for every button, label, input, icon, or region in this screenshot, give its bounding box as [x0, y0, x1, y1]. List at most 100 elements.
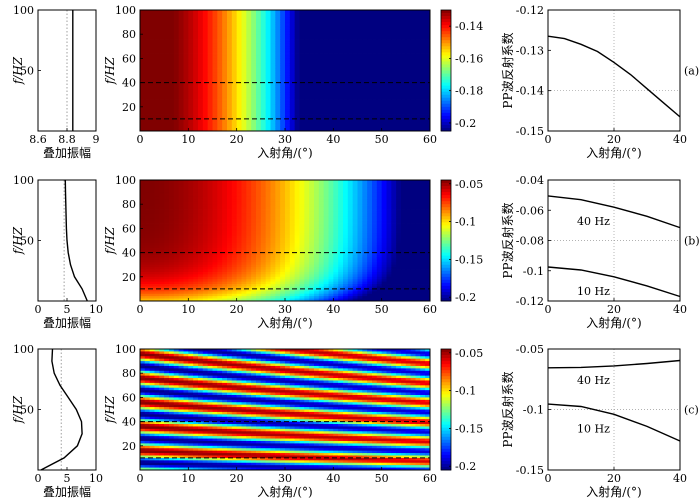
heatmap-cell	[260, 41, 267, 45]
heatmap-cell	[222, 41, 228, 45]
heatmap-cell	[222, 121, 228, 125]
heatmap-cell	[304, 77, 310, 81]
heatmap-cell	[343, 89, 349, 93]
heatmap-cell	[256, 211, 262, 215]
heatmap-cell	[357, 22, 363, 25]
heatmap-cell	[169, 259, 175, 263]
heatmap-cell	[256, 116, 262, 120]
heatmap-cell	[207, 114, 213, 117]
heatmap-cell	[251, 298, 257, 302]
heatmap-cell	[391, 114, 397, 117]
heatmap-cell	[183, 68, 189, 71]
heatmap-cell	[299, 262, 305, 266]
heatmap-cell	[294, 109, 300, 113]
heatmap-cell	[241, 238, 247, 241]
heatmap-cell	[415, 77, 421, 81]
heatmap-cell	[236, 221, 242, 224]
heatmap-cell	[236, 104, 242, 108]
heatmap-cell	[236, 22, 242, 25]
heatmap-cell	[396, 70, 402, 74]
heatmap-cell	[159, 99, 165, 103]
heatmap-cell	[391, 72, 397, 76]
heatmap-cell	[314, 255, 320, 258]
heatmap-cell	[164, 75, 170, 79]
heatmap-cell	[246, 230, 252, 234]
heatmap-cell	[173, 51, 180, 54]
colorbar-tick-label: -0.18	[455, 85, 483, 98]
heatmap-cell	[376, 128, 383, 132]
heatmap-cell	[410, 41, 416, 45]
heatmap-cell	[178, 259, 184, 263]
colorbar-segment	[441, 127, 451, 132]
heatmap-cell	[227, 291, 233, 295]
heatmap-cell	[231, 92, 238, 96]
heatmap-cell	[202, 291, 209, 295]
heatmap-cell	[401, 39, 407, 42]
heatmap-cell	[198, 12, 204, 16]
heatmap-cell	[154, 53, 160, 57]
heatmap-cell	[164, 281, 170, 285]
heatmap-cell	[251, 121, 257, 125]
heatmap-cell	[212, 99, 218, 103]
heatmap-cell	[318, 36, 325, 40]
heatmap-cell	[376, 26, 383, 30]
heatmap-cell	[236, 206, 242, 210]
heatmap-cell	[246, 216, 252, 220]
heatmap-cell	[236, 271, 242, 275]
heatmap-cell	[231, 189, 238, 193]
heatmap-cell	[401, 22, 407, 25]
heatmap-cell	[217, 85, 223, 88]
heatmap-cell	[169, 221, 175, 224]
heatmap-cell	[280, 128, 286, 132]
heatmap-cell	[188, 128, 194, 132]
heatmap-cell	[304, 187, 310, 191]
heatmap-cell	[289, 128, 296, 132]
heatmap-cell	[149, 216, 155, 220]
heatmap-cell	[241, 58, 247, 62]
heatmap-cell	[227, 114, 233, 117]
heatmap-cell	[328, 29, 334, 33]
heatmap-cell	[144, 92, 151, 96]
heatmap-cell	[415, 70, 421, 74]
heatmap-cell	[265, 209, 271, 212]
heatmap-cell	[396, 36, 402, 40]
heatmap-cell	[173, 123, 180, 127]
heatmap-cell	[299, 264, 305, 268]
heatmap-cell	[144, 65, 151, 69]
heatmap-cell	[246, 128, 252, 132]
heatmap-cell	[193, 36, 199, 40]
heatmap-cell	[357, 60, 363, 64]
heatmap-cell	[217, 26, 223, 30]
heatmap-cell	[381, 17, 387, 21]
heatmap-cell	[202, 213, 209, 217]
heatmap-cell	[309, 121, 315, 125]
heatmap-cell	[231, 114, 238, 117]
heatmap-cell	[202, 211, 209, 215]
heatmap-cell	[149, 221, 155, 224]
heatmap-cell	[188, 123, 194, 127]
heatmap-cell	[149, 204, 155, 208]
heatmap-cell	[338, 29, 344, 33]
heatmap-cell	[207, 51, 213, 54]
heatmap-cell	[251, 293, 257, 297]
heatmap-cell	[202, 225, 209, 229]
heatmap-cell	[173, 296, 180, 299]
heatmap-cell	[415, 89, 421, 93]
heatmap-cell	[251, 257, 257, 261]
heatmap-cell	[178, 298, 184, 302]
heatmap-cell	[241, 196, 247, 200]
heatmap-cell	[207, 89, 213, 93]
heatmap-cell	[173, 240, 180, 244]
heatmap-cell	[318, 128, 325, 132]
heatmap-cell	[367, 51, 373, 54]
heatmap-cell	[154, 194, 160, 198]
heatmap-cell	[265, 72, 271, 76]
heatmap-cell	[347, 39, 354, 42]
heatmap-cell	[169, 19, 175, 23]
heatmap-cell	[188, 187, 194, 191]
heatmap-cell	[410, 46, 416, 50]
heatmap-cell	[246, 288, 252, 292]
heatmap-cell	[251, 196, 257, 200]
heatmap-cell	[309, 221, 315, 224]
heatmap-cell	[333, 41, 339, 45]
